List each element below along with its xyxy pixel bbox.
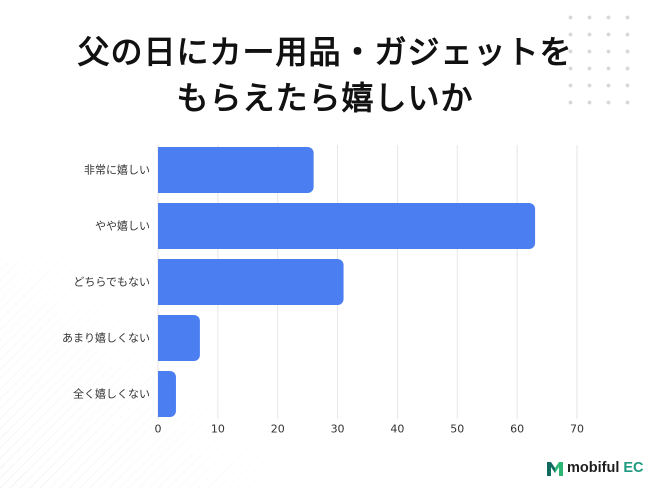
x-tick-label-0: 0 — [155, 423, 162, 436]
x-tick-label-50: 50 — [450, 423, 464, 436]
x-tick-label-70: 70 — [570, 423, 584, 436]
dot-pattern-decoration — [561, 9, 637, 111]
x-axis-tick-labels: 0 10 20 30 40 50 60 70 — [155, 423, 585, 436]
brand-suffix: EC — [623, 460, 644, 476]
x-tick-label-60: 60 — [510, 423, 524, 436]
x-tick-label-40: 40 — [390, 423, 404, 436]
bars — [158, 147, 536, 417]
bar-5 — [158, 371, 176, 417]
category-label-1: 非常に嬉しい — [84, 163, 150, 177]
mobiful-logo-icon — [547, 462, 563, 476]
category-label-5: 全く嬉しくない — [73, 387, 150, 401]
chart-title-line-1: 父の日にカー用品・ガジェットを — [77, 33, 573, 71]
brand-name: mobiful — [567, 460, 620, 476]
chart-title-line-2: もらえたら嬉しいか — [176, 79, 474, 117]
x-tick-label-20: 20 — [271, 423, 285, 436]
bar-4 — [158, 315, 200, 361]
bar-2 — [158, 203, 536, 249]
bar-1 — [158, 147, 314, 193]
brand-logo: mobiful EC — [547, 458, 644, 478]
chart-title: 父の日にカー用品・ガジェットを もらえたら嬉しいか — [0, 29, 650, 121]
x-tick-label-30: 30 — [331, 423, 345, 436]
category-label-4: あまり嬉しくない — [62, 331, 150, 345]
category-label-3: どちらでもない — [73, 276, 150, 289]
category-label-2: やや嬉しい — [95, 219, 150, 233]
bar-3 — [158, 259, 344, 305]
brand-wordmark: mobiful EC — [567, 458, 644, 478]
x-tick-label-10: 10 — [211, 423, 225, 436]
